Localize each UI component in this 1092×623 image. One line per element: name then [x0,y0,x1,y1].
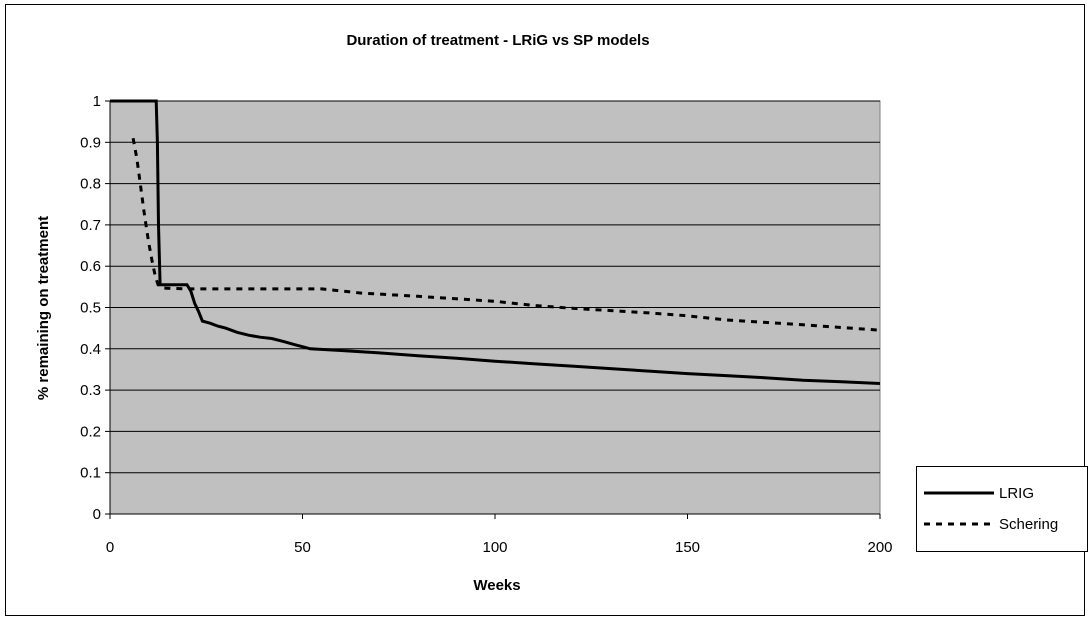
legend-label-lrig: LRIG [999,485,1034,502]
legend-entry-schering: Schering [924,516,1058,533]
series-lines [110,99,881,385]
y-tick-label: 0.3 [80,382,101,399]
x-axis-label: Weeks [473,577,520,594]
legend-box [916,466,1088,552]
x-tick-label: 200 [867,539,892,556]
x-tick-label: 50 [294,539,311,556]
y-tick-label: 0.2 [80,423,101,440]
legend-label-schering: Schering [999,516,1058,533]
x-tick-label: 150 [675,539,700,556]
legend-entry-lrig: LRIG [924,485,1034,502]
y-tick-label: 0.1 [80,465,101,482]
y-tick-label: 0.7 [80,217,101,234]
legend: LRIG Schering [916,466,1088,552]
y-tick-label: 1 [93,93,101,110]
x-tick-label: 0 [106,539,114,556]
y-tick-labels: 0 0.1 0.2 0.3 0.4 0.5 0.6 0.7 0.8 0.9 1 [80,93,110,523]
y-tick-label: 0 [93,506,101,523]
y-tick-label: 0.8 [80,176,101,193]
chart-title: Duration of treatment - LRiG vs SP model… [346,32,649,49]
y-tick-label: 0.4 [80,341,101,358]
y-tick-label: 0.6 [80,258,101,275]
x-tick-labels: 0 50 100 150 200 [106,514,893,556]
x-tick-label: 100 [482,539,507,556]
y-axis-label: % remaining on treatment [35,216,52,400]
series-line-schering [131,137,881,332]
y-tick-label: 0.5 [80,300,101,317]
y-tick-label: 0.9 [80,134,101,151]
